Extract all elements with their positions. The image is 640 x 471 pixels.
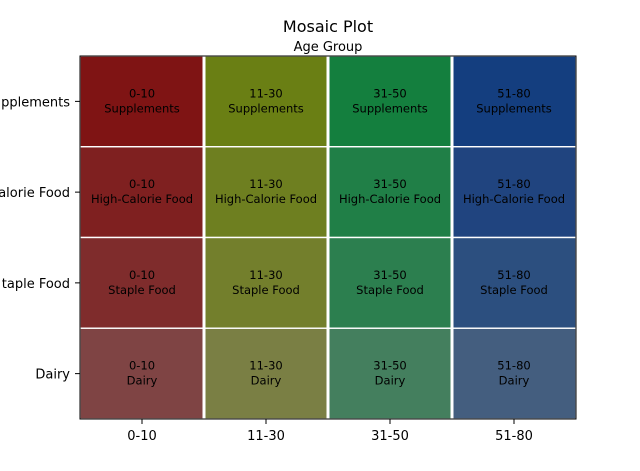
y-tick-label: alorie Food bbox=[0, 186, 70, 201]
x-tick-label: 11-30 bbox=[247, 429, 285, 444]
cell-label-group: 51-80 bbox=[497, 177, 530, 191]
cell-label-category: Supplements bbox=[104, 101, 180, 115]
cell-label-category: High-Calorie Food bbox=[339, 192, 441, 206]
mosaic-cell-rect bbox=[79, 55, 205, 148]
mosaic-cell-rect bbox=[451, 236, 577, 329]
cell-label-category: High-Calorie Food bbox=[91, 192, 193, 206]
cell-label-group: 11-30 bbox=[249, 177, 282, 191]
x-tick-label: 31-50 bbox=[371, 429, 409, 444]
cell-label-group: 31-50 bbox=[373, 359, 406, 373]
x-tick-label: 0-10 bbox=[127, 429, 157, 444]
cell-label-category: Staple Food bbox=[356, 283, 424, 297]
mosaic-cell-rect bbox=[79, 146, 205, 239]
cell-label-group: 51-80 bbox=[497, 86, 530, 100]
mosaic-cell-rect bbox=[203, 55, 329, 148]
chart-title: Mosaic Plot bbox=[283, 17, 373, 36]
cell-label-group: 11-30 bbox=[249, 359, 282, 373]
cell-label-category: Supplements bbox=[228, 101, 304, 115]
cell-label-group: 11-30 bbox=[249, 86, 282, 100]
y-tick-label: pplements bbox=[1, 95, 70, 110]
cell-label-group: 0-10 bbox=[129, 359, 155, 373]
x-axis: 0-10 11-30 31-50 51-80 bbox=[127, 419, 533, 444]
cell-label-group: 51-80 bbox=[497, 268, 530, 282]
plot-frame bbox=[79, 55, 577, 420]
y-tick-label: Dairy bbox=[35, 368, 70, 383]
mosaic-cell-rect bbox=[203, 327, 329, 420]
mosaic-cell-rect bbox=[203, 236, 329, 329]
cell-label-category: Staple Food bbox=[480, 283, 548, 297]
x-tick-label: 51-80 bbox=[495, 429, 533, 444]
cell-label-category: Dairy bbox=[127, 374, 158, 388]
cell-label-group: 31-50 bbox=[373, 268, 406, 282]
cell-label-group: 11-30 bbox=[249, 268, 282, 282]
cell-label-category: Supplements bbox=[352, 101, 428, 115]
cells-layer: 0-10Supplements11-30Supplements31-50Supp… bbox=[79, 55, 577, 420]
mosaic-cell-rect bbox=[203, 146, 329, 239]
cell-label-group: 0-10 bbox=[129, 177, 155, 191]
cell-label-group: 0-10 bbox=[129, 86, 155, 100]
cell-label-category: Dairy bbox=[499, 374, 530, 388]
cell-label-category: Dairy bbox=[251, 374, 282, 388]
cell-label-group: 0-10 bbox=[129, 268, 155, 282]
cell-label-group: 31-50 bbox=[373, 177, 406, 191]
mosaic-cell-rect bbox=[79, 327, 205, 420]
cell-label-category: Supplements bbox=[476, 101, 552, 115]
cell-label-category: Staple Food bbox=[232, 283, 300, 297]
y-axis: pplements alorie Food taple Food Dairy bbox=[0, 95, 80, 383]
cell-label-category: Dairy bbox=[375, 374, 406, 388]
mosaic-cell-rect bbox=[451, 55, 577, 148]
cell-label-group: 31-50 bbox=[373, 86, 406, 100]
cell-label-group: 51-80 bbox=[497, 359, 530, 373]
cell-label-category: Staple Food bbox=[108, 283, 176, 297]
y-tick-label: taple Food bbox=[2, 277, 70, 292]
cell-label-category: High-Calorie Food bbox=[463, 192, 565, 206]
chart-subtitle: Age Group bbox=[294, 40, 363, 55]
cell-label-category: High-Calorie Food bbox=[215, 192, 317, 206]
